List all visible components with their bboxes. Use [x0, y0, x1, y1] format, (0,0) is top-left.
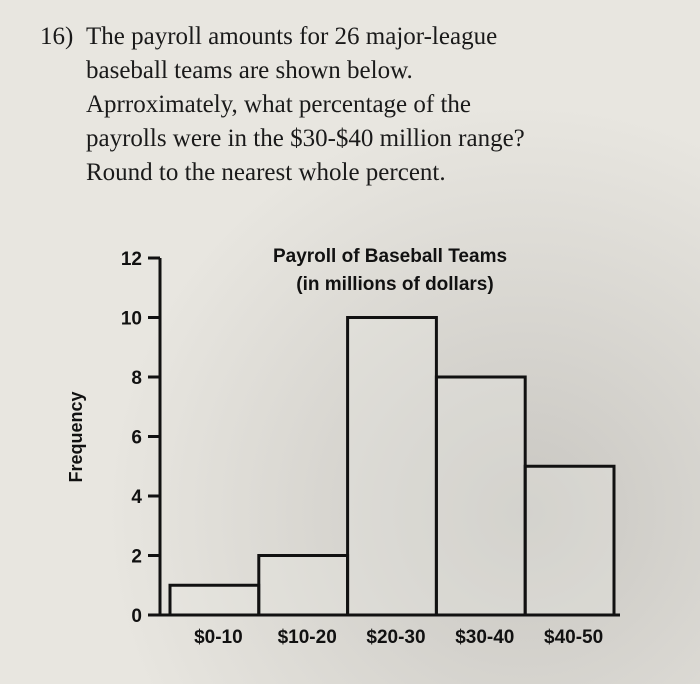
y-tick-label: 8 — [131, 368, 142, 389]
y-tick-label: 4 — [131, 487, 142, 508]
bar — [168, 583, 261, 617]
question-line: payrolls were in the $30-$40 million ran… — [86, 125, 525, 152]
bar — [257, 554, 350, 617]
bar — [346, 316, 438, 617]
question-line: Round to the nearest whole percent. — [86, 159, 446, 186]
y-axis-label: Frequency — [66, 391, 86, 482]
question-number: 16) — [40, 23, 73, 50]
y-tick-label: 2 — [131, 547, 142, 568]
y-tick-label: 10 — [121, 309, 142, 330]
question-line: baseball teams are shown below. — [86, 57, 413, 84]
y-tick-label: 12 — [121, 249, 142, 270]
chart-title: Payroll of Baseball Teams — [273, 246, 507, 267]
y-tick-label: 0 — [131, 606, 142, 627]
x-tick-label: $20-30 — [366, 627, 425, 648]
bar — [523, 464, 616, 617]
x-tick-label: $40-50 — [544, 627, 603, 648]
question-line: The payroll amounts for 26 major-league — [86, 23, 497, 50]
x-tick-label: $10-20 — [278, 627, 337, 648]
x-tick-label: $30-40 — [455, 627, 514, 648]
x-tick-label: $0-10 — [194, 627, 243, 648]
bar — [434, 375, 527, 617]
chart-subtitle: (in millions of dollars) — [296, 274, 493, 295]
question-line: Aprroximately, what percentage of the — [86, 91, 471, 118]
y-tick-label: 6 — [131, 428, 142, 449]
